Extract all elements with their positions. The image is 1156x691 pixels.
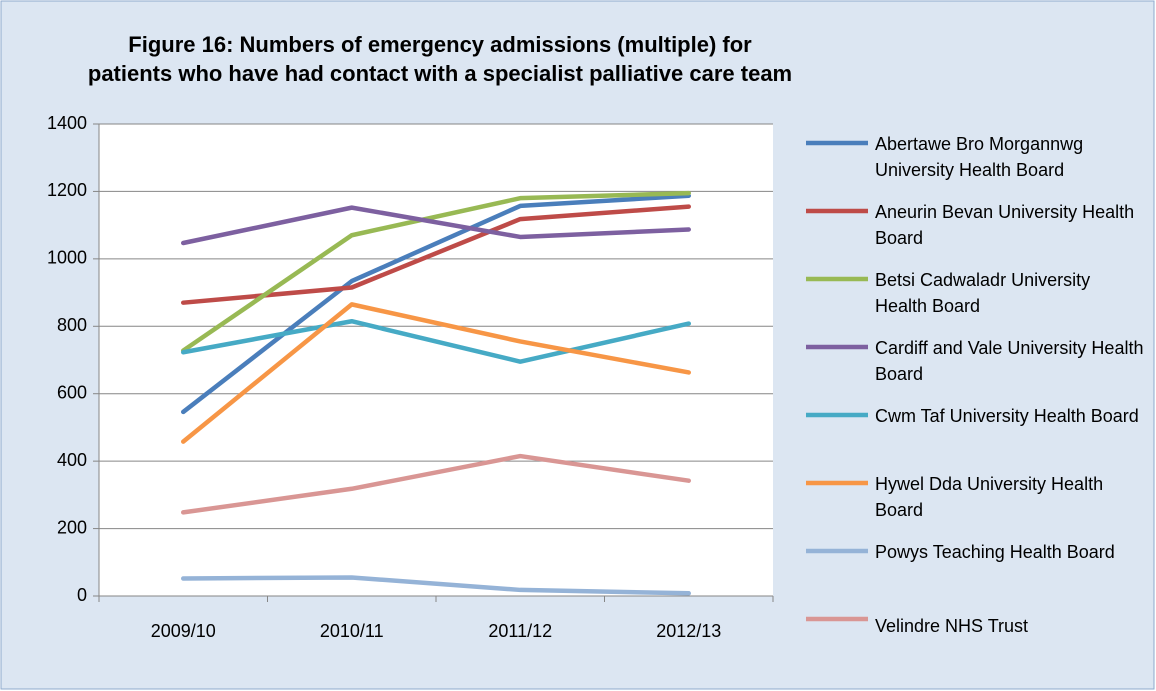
chart-title: patients who have had contact with a spe…	[88, 61, 792, 86]
series-line	[181, 453, 691, 515]
legend-label: Betsi Cadwaladr University Health Board	[875, 270, 1091, 316]
series-line	[181, 205, 691, 246]
legend-label: Abertawe Bro Morgannwg University Health…	[875, 134, 1084, 180]
y-tick-label: 400	[57, 450, 87, 470]
x-tick-label: 2011/12	[488, 621, 552, 641]
legend-label: Hywel Dda University Health Board	[875, 474, 1104, 520]
legend-label: Cardiff and Vale University Health Board	[875, 338, 1144, 384]
legend-label: Aneurin Bevan University Health Board	[875, 202, 1135, 248]
plot-area	[99, 124, 773, 596]
x-tick-label: 2010/11	[320, 621, 384, 641]
y-tick-label: 600	[57, 382, 87, 402]
series-line	[181, 575, 691, 596]
x-tick-label: 2012/13	[656, 621, 721, 641]
series-line	[181, 318, 691, 364]
chart-title: Figure 16: Numbers of emergency admissio…	[128, 32, 752, 57]
y-tick-label: 0	[77, 585, 87, 605]
series-line	[181, 193, 691, 415]
legend-label: Velindre NHS Trust	[875, 616, 1029, 636]
x-tick-label: 2009/10	[151, 621, 216, 641]
y-tick-label: 1400	[47, 113, 87, 133]
y-tick-label: 1000	[47, 248, 87, 268]
legend-label: Powys Teaching Health Board	[875, 542, 1115, 562]
y-tick-label: 200	[57, 517, 87, 537]
series-line	[181, 190, 691, 353]
y-tick-label: 1200	[47, 180, 87, 200]
legend-label: Cwm Taf University Health Board	[875, 406, 1139, 426]
series-line	[181, 302, 691, 444]
y-tick-label: 800	[57, 315, 87, 335]
